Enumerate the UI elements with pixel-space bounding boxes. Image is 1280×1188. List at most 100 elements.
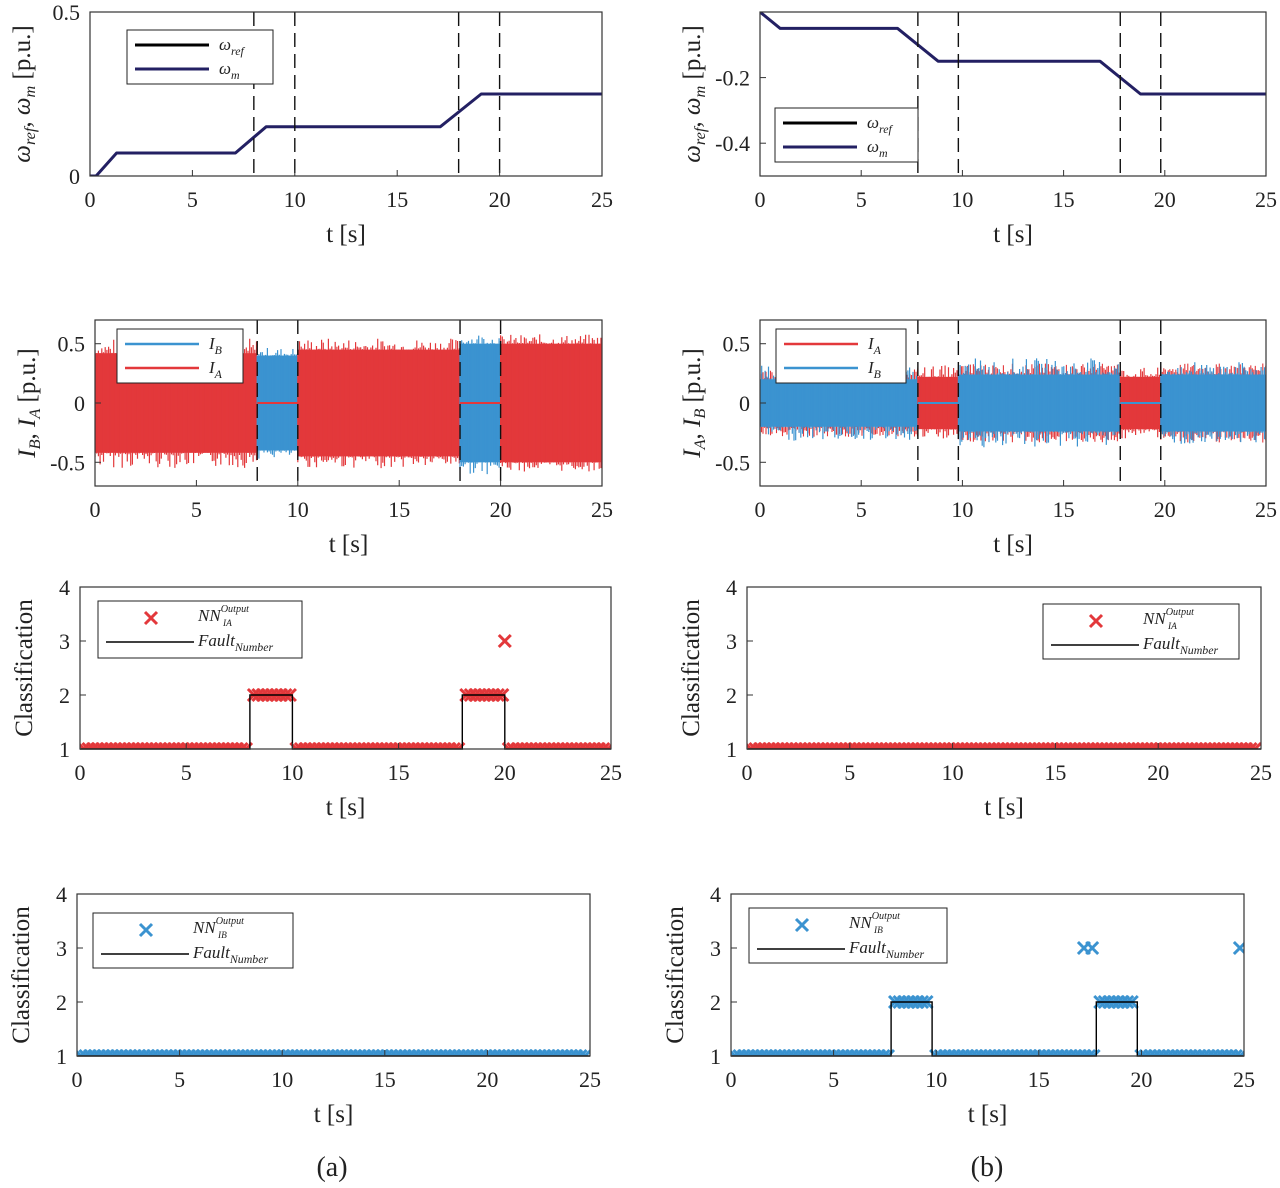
x-tick-label: 0 <box>755 497 766 522</box>
legend-fault-label-base: Fault <box>848 938 887 957</box>
y-tick-label: 2 <box>726 683 737 708</box>
y-tick-label: 0 <box>69 164 80 189</box>
legend-label-IB-sub: B <box>215 343 222 357</box>
x-tick-label: 5 <box>174 1067 185 1092</box>
series-line-ωm <box>90 92 602 176</box>
y-tick-label: 1 <box>710 1044 721 1069</box>
series-line-ωm <box>760 12 1266 96</box>
x-axis-label: t [s] <box>314 1101 354 1128</box>
y-axis-label-part: A <box>691 439 709 450</box>
nn-output-marker <box>880 1048 896 1056</box>
y-axis-label-part: I <box>14 448 41 459</box>
legend-fault-label: FaultNumber <box>1142 634 1219 657</box>
plot-area <box>747 741 1261 749</box>
legend-label-IB: IB <box>208 334 222 357</box>
nn-output-marker <box>234 741 249 749</box>
y-axis-label-part: , <box>9 115 36 128</box>
legend-label-IA-sub: A <box>214 367 223 381</box>
chart-b-speed: 0 5 10 15 20 25-0.2-0.4t [s]ωref, ωm [p.u.]ωr… <box>679 11 1277 248</box>
nn-output-marker <box>1243 741 1258 749</box>
legend-nn-sub: IA <box>1167 622 1177 632</box>
x-tick-label: 20 <box>476 1067 498 1092</box>
legend-label-ωm-base: ω <box>219 59 231 78</box>
legend-nn-sup: Output <box>872 911 901 922</box>
y-tick-label: 2 <box>710 990 721 1015</box>
legend-box <box>97 600 303 659</box>
legend: NNOutput IA FaultNumber <box>97 600 303 659</box>
y-axis-label-part: m <box>21 85 39 97</box>
y-axis-label: IA, IB [p.u.] <box>679 348 709 458</box>
x-axis-label: t [s] <box>329 531 369 558</box>
plot-area <box>95 334 602 475</box>
x-tick-label: 5 <box>828 1067 839 1092</box>
x-axis-label: t [s] <box>993 531 1033 558</box>
legend-label-IA: IA <box>867 334 882 357</box>
nn-output-marker <box>600 741 611 749</box>
chart-b-class-ia: 0 5 10 15 20 25 1 2 3 4 t [s] Classification NNOutpu… <box>678 575 1272 821</box>
legend-label-IB-sub: B <box>874 367 881 381</box>
x-tick-label: 5 <box>844 760 855 785</box>
y-axis-label-part: [p.u.] <box>9 25 36 85</box>
legend-nn-marker <box>1088 613 1104 629</box>
x-tick-label: 15 <box>1044 760 1066 785</box>
fault-number-line <box>80 694 611 750</box>
plot-area <box>731 940 1244 1056</box>
y-tick-label: 3 <box>59 629 70 654</box>
y-axis-label-part: ω <box>679 97 706 115</box>
legend-nn-sup: Output <box>216 916 245 927</box>
legend-nn-marker <box>143 610 159 626</box>
legend-fault-label-base: Fault <box>1142 634 1181 653</box>
x-axis-label: t [s] <box>984 794 1024 821</box>
legend-nn-sub: IB <box>217 931 227 941</box>
x-tick-label: 25 <box>591 187 613 212</box>
fault-number-line <box>731 1001 1244 1057</box>
x-tick-label: 10 <box>271 1067 293 1092</box>
legend-box <box>116 328 244 384</box>
x-tick-label: 20 <box>490 497 512 522</box>
legend-nn-label: NNOutput IB <box>848 911 901 936</box>
legend-box <box>774 107 919 163</box>
legend-box <box>1042 603 1240 660</box>
legend-box <box>775 328 907 384</box>
x-tick-label: 15 <box>1053 187 1075 212</box>
y-axis-label-part: B <box>26 439 44 449</box>
y-tick-label: 1 <box>56 1044 67 1069</box>
legend-fault-label-sub: Number <box>1179 643 1219 657</box>
x-tick-label: 0 <box>742 760 753 785</box>
x-tick-label: 15 <box>388 497 410 522</box>
legend-fault-label-base: Fault <box>197 631 236 650</box>
y-tick-label: 3 <box>710 936 721 961</box>
legend-nn-label: NNOutput IB <box>192 916 245 941</box>
y-axis-label-part: [p.u.] <box>679 348 706 408</box>
current-spikes-IA <box>95 338 258 468</box>
plot-area <box>90 92 602 176</box>
x-tick-label: 10 <box>942 760 964 785</box>
y-tick-label: 3 <box>56 936 67 961</box>
caption-a: (a) <box>316 1152 347 1183</box>
series-line-ωref <box>760 12 1266 95</box>
x-tick-label: 25 <box>579 1067 601 1092</box>
x-tick-label: 5 <box>856 497 867 522</box>
x-axis-label: t [s] <box>326 221 366 248</box>
nn-output-marker <box>1086 1048 1101 1056</box>
y-tick-label: 1 <box>59 737 70 762</box>
legend-fault-label-sub: Number <box>234 640 274 654</box>
plot-area <box>77 1048 590 1056</box>
x-tick-label: 20 <box>494 760 516 785</box>
y-axis-label: Classification <box>678 599 705 737</box>
legend-label-ωref: ωref <box>867 113 893 136</box>
nn-output-marker <box>1233 1048 1244 1056</box>
series-line-ωref <box>90 93 602 176</box>
x-tick-label: 20 <box>1147 760 1169 785</box>
legend-nn-sup: Output <box>1166 607 1195 618</box>
x-tick-label: 10 <box>951 187 973 212</box>
legend-label-IA-sub: A <box>873 343 882 357</box>
legend-nn-base: NN <box>848 913 873 932</box>
nn-output-marker <box>876 1048 891 1056</box>
y-axis-label: Classification <box>11 599 38 737</box>
y-tick-label: 0 <box>739 391 750 416</box>
